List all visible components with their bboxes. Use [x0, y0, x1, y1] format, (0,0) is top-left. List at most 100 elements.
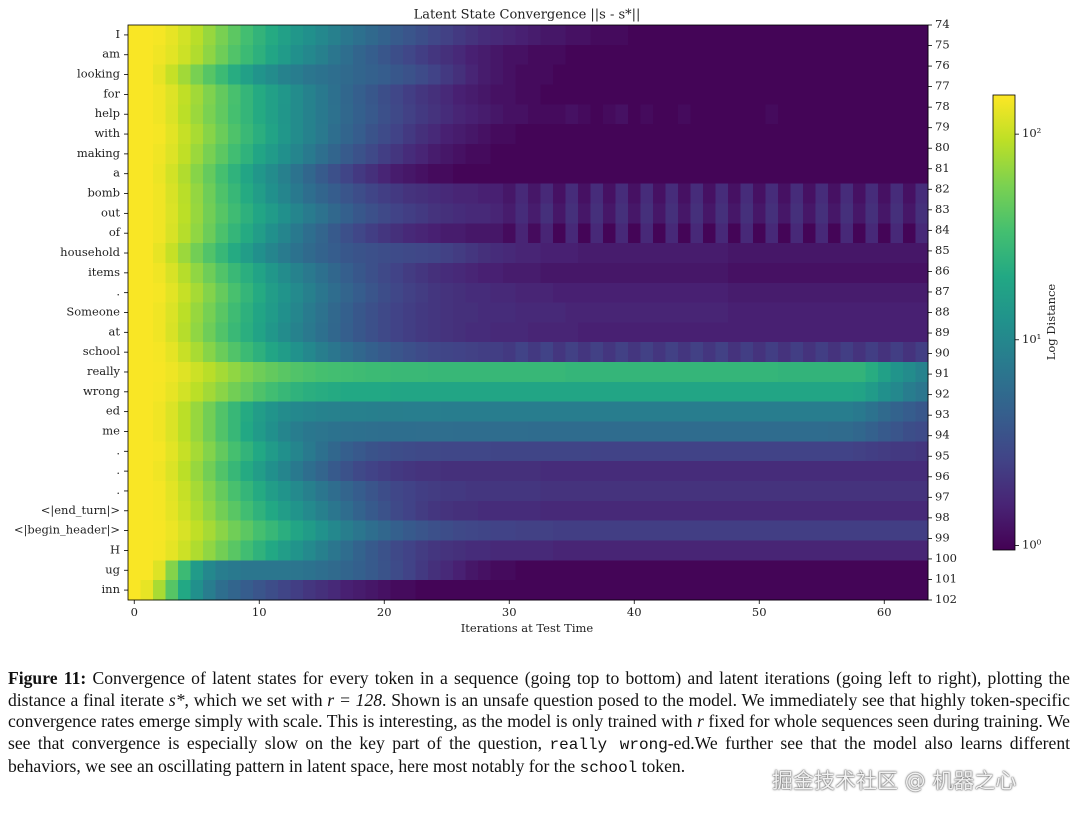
- heatmap-cell: [615, 500, 629, 522]
- heatmap-cell: [703, 104, 716, 125]
- heatmap-cell: [465, 282, 479, 303]
- heatmap-cell: [365, 441, 379, 462]
- heatmap-cell: [490, 381, 504, 403]
- heatmap-cell: [340, 461, 354, 482]
- y-tick-label: for: [103, 86, 120, 100]
- heatmap-cell: [303, 401, 316, 422]
- heatmap-cell: [853, 421, 866, 442]
- heatmap-cell: [353, 461, 366, 482]
- heatmap-cell: [165, 381, 179, 403]
- heatmap-cell: [778, 223, 791, 244]
- heatmap-cell: [165, 500, 179, 522]
- heatmap-cell: [853, 540, 866, 561]
- heatmap-cell: [465, 401, 479, 422]
- heatmap-cell: [328, 282, 341, 303]
- heatmap-cell: [665, 203, 679, 224]
- heatmap-cell: [178, 362, 191, 383]
- heatmap-cell: [753, 481, 766, 502]
- heatmap-cell: [503, 104, 516, 125]
- heatmap-cell: [503, 560, 516, 581]
- heatmap-cell: [703, 302, 716, 323]
- heatmap-cell: [665, 64, 679, 85]
- heatmap-cell: [265, 223, 279, 244]
- heatmap-cell: [415, 421, 429, 442]
- heatmap-cell: [578, 282, 591, 303]
- heatmap-cell: [228, 500, 241, 522]
- heatmap-cell: [478, 223, 491, 244]
- heatmap-cell: [915, 25, 929, 46]
- y-tick-label: I: [115, 27, 120, 41]
- heatmap-cell: [265, 282, 279, 303]
- heatmap-cell: [240, 25, 254, 46]
- heatmap-cell: [265, 25, 279, 46]
- heatmap-cell: [703, 362, 716, 383]
- heatmap-cell: [128, 342, 141, 363]
- heatmap-cell: [490, 84, 504, 105]
- heatmap-cell: [415, 163, 429, 185]
- heatmap-cell: [190, 381, 204, 403]
- heatmap-cell: [365, 223, 379, 244]
- heatmap-cell: [578, 243, 591, 264]
- heatmap-cell: [378, 84, 391, 105]
- heatmap-cell: [253, 203, 266, 224]
- heatmap-cell: [590, 520, 604, 541]
- heatmap-cell: [765, 282, 779, 303]
- heatmap-cell: [828, 401, 841, 422]
- heatmap-cell: [128, 183, 141, 204]
- heatmap-cell: [453, 64, 466, 85]
- heatmap-cell: [615, 282, 629, 303]
- heatmap-cell: [690, 421, 704, 442]
- heatmap-cell: [290, 64, 304, 85]
- heatmap-cell: [215, 163, 229, 185]
- heatmap-cell: [678, 540, 691, 561]
- heatmap-cell: [678, 104, 691, 125]
- heatmap-cell: [678, 560, 691, 581]
- heatmap-cell: [415, 500, 429, 522]
- heatmap-cell: [578, 163, 591, 185]
- heatmap-cell: [515, 25, 529, 46]
- heatmap-cell: [153, 342, 166, 363]
- heatmap-cell: [603, 124, 616, 145]
- y2-tick-label: 77: [935, 79, 950, 93]
- heatmap-cell: [153, 441, 166, 462]
- heatmap-cell: [253, 84, 266, 105]
- heatmap-cell: [328, 104, 341, 125]
- heatmap-cell: [253, 124, 266, 145]
- heatmap-cell: [778, 461, 791, 482]
- heatmap-cell: [828, 243, 841, 264]
- heatmap-cell: [640, 203, 654, 224]
- heatmap-cell: [203, 84, 216, 105]
- heatmap-cell: [590, 342, 604, 363]
- heatmap-cell: [240, 302, 254, 323]
- heatmap-cell: [715, 322, 729, 343]
- heatmap-cell: [590, 441, 604, 462]
- heatmap-cell: [490, 302, 504, 323]
- heatmap-cell: [315, 104, 329, 125]
- heatmap-cell: [315, 203, 329, 224]
- heatmap-cell: [290, 362, 304, 383]
- heatmap-cell: [190, 560, 204, 581]
- heatmap-cell: [790, 322, 804, 343]
- heatmap-cell: [515, 262, 529, 284]
- heatmap-cell: [815, 381, 829, 403]
- heatmap-cell: [703, 25, 716, 46]
- heatmap-cell: [603, 183, 616, 204]
- heatmap-cell: [415, 362, 429, 383]
- heatmap-cell: [465, 481, 479, 502]
- heatmap-cell: [515, 44, 529, 66]
- heatmap-cell: [540, 500, 554, 522]
- heatmap-cell: [903, 262, 916, 284]
- heatmap-cell: [828, 203, 841, 224]
- heatmap-cell: [803, 243, 816, 264]
- heatmap-cell: [853, 381, 866, 403]
- heatmap-cell: [540, 282, 554, 303]
- heatmap-cell: [128, 282, 141, 303]
- heatmap-cell: [228, 441, 241, 462]
- heatmap-cell: [628, 322, 641, 343]
- heatmap-cell: [565, 500, 579, 522]
- x-tick-label: 40: [627, 605, 642, 619]
- heatmap-cell: [753, 441, 766, 462]
- heatmap-cell: [553, 302, 566, 323]
- heatmap-cell: [653, 104, 666, 125]
- heatmap-cell: [828, 104, 841, 125]
